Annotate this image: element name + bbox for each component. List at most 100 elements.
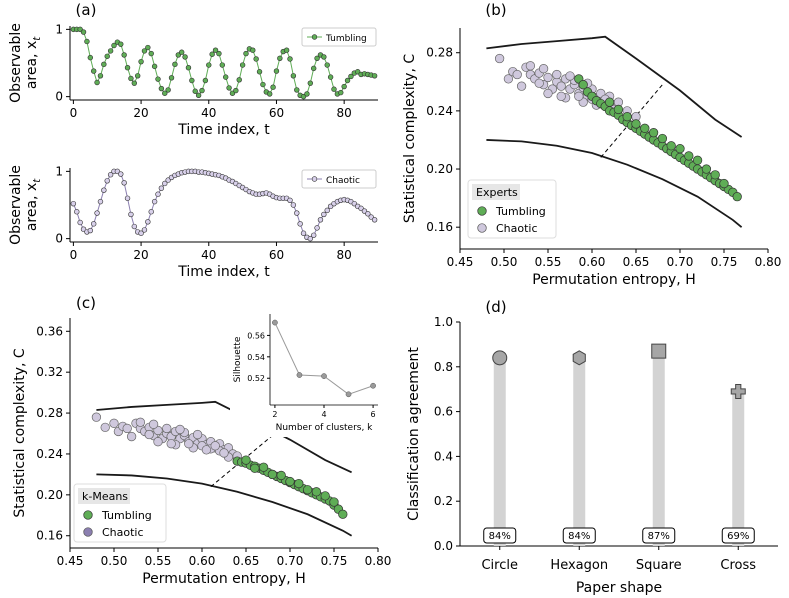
a-x-tick-label: 0 (70, 248, 78, 262)
legend-tumbling-label: Tumbling (101, 509, 152, 522)
legend-marker (311, 34, 318, 40)
chaotic-point (565, 71, 575, 81)
y-axis-label-line2: area, xt (24, 36, 43, 89)
data-point (371, 73, 378, 79)
data-point (128, 211, 134, 218)
data-point (162, 180, 168, 187)
inset-background (230, 310, 386, 437)
data-point (277, 55, 283, 61)
tumbling-point (250, 463, 260, 473)
circle-marker (492, 350, 508, 366)
chaotic-point (503, 74, 514, 84)
data-point (97, 73, 104, 79)
data-point (124, 65, 131, 71)
panel-label-b: (b) (485, 1, 506, 19)
a-x-tick-label: 20 (133, 248, 148, 262)
d-y-tick-label: 0.8 (434, 360, 453, 374)
chaotic-point (175, 424, 185, 435)
c-y-tick-label: 0.28 (36, 406, 63, 420)
data-point (371, 217, 378, 223)
data-point (155, 191, 161, 197)
data-point (111, 42, 117, 49)
legend-box (301, 27, 377, 47)
inset-x-tick-label: 4 (321, 410, 326, 419)
data-point (327, 74, 334, 80)
chaotic-point (122, 423, 132, 434)
data-point (226, 85, 232, 91)
y-axis-label-line1: Observable (8, 23, 24, 103)
data-point (94, 210, 100, 216)
data-point (287, 197, 293, 203)
c-x-tick-label: 0.60 (189, 554, 216, 568)
c-y-tick-label: 0.20 (36, 488, 63, 502)
data-point (317, 217, 324, 223)
a-x-tick-label: 80 (337, 248, 352, 262)
c-y-tick-label: 0.32 (36, 365, 63, 379)
legend-label: Chaotic (326, 176, 360, 186)
c-x-tick-label: 0.70 (277, 554, 304, 568)
data-point (307, 235, 314, 242)
tumbling-point (631, 119, 641, 129)
legend-chaotic-label: Chaotic (496, 222, 538, 235)
tumbling-point (267, 469, 278, 480)
data-point (118, 41, 124, 47)
value-label-box (721, 527, 755, 544)
tumbling-point (604, 97, 615, 107)
c-x-tick-label: 0.55 (145, 554, 172, 568)
data-point (202, 77, 209, 84)
data-point (209, 51, 215, 57)
data-point (121, 52, 127, 58)
data-point (206, 62, 212, 68)
chaotic-point (556, 91, 566, 101)
x-axis-label: Paper shape (576, 580, 662, 596)
legend-title: Experts (476, 186, 518, 199)
a-x-tick-label: 0 (70, 106, 78, 120)
tumbling-point (622, 112, 632, 122)
b-x-tick-label: 0.45 (447, 255, 474, 269)
data-point (239, 62, 246, 68)
panel-label-d: (d) (485, 298, 506, 316)
data-point (138, 230, 144, 236)
y-label-subscript: t (32, 36, 43, 41)
a-y-tick-label: 1 (55, 164, 63, 178)
c-x-tick-label: 0.50 (101, 554, 128, 568)
c-y-tick-label: 0.24 (36, 447, 63, 461)
c-x-tick-label: 0.75 (321, 554, 348, 568)
data-point (321, 54, 327, 60)
tumbling-point (320, 491, 330, 501)
data-point (70, 200, 77, 207)
chaotic-point (538, 64, 549, 74)
y-label-text: area, x (24, 41, 40, 89)
inset-y-label: Silhouette (233, 336, 243, 382)
tumbling-point (294, 478, 304, 489)
data-point (212, 47, 219, 53)
c-x-tick-label: 0.80 (365, 554, 392, 568)
tumbling-point (613, 104, 624, 115)
data-point (283, 47, 290, 53)
data-point (324, 207, 330, 214)
d-y-tick-label: 0.0 (434, 539, 453, 553)
b-x-tick-label: 0.60 (579, 255, 606, 269)
y-axis-label: Statistical complexity, C (12, 348, 28, 518)
data-point (104, 53, 110, 59)
data-point (365, 211, 371, 217)
chaotic-point (210, 441, 220, 451)
y-axis-label-line2: area, xt (24, 178, 43, 231)
data-point (233, 87, 239, 94)
x-axis-label: Time index, t (177, 122, 270, 138)
data-point (134, 73, 141, 79)
data-point (104, 178, 110, 184)
data-point (90, 68, 97, 74)
d-y-tick-label: 0.2 (434, 494, 453, 508)
c-y-tick-label: 0.16 (36, 529, 63, 543)
data-point (294, 210, 300, 216)
data-point (94, 79, 100, 86)
data-point (121, 180, 127, 186)
a-x-tick-label: 60 (269, 248, 284, 262)
d-y-tick-label: 0.4 (434, 449, 453, 463)
value-label-box (642, 527, 676, 544)
inset-y-tick-label: 0.54 (247, 353, 265, 362)
data-point (148, 50, 154, 57)
data-point (314, 55, 320, 61)
